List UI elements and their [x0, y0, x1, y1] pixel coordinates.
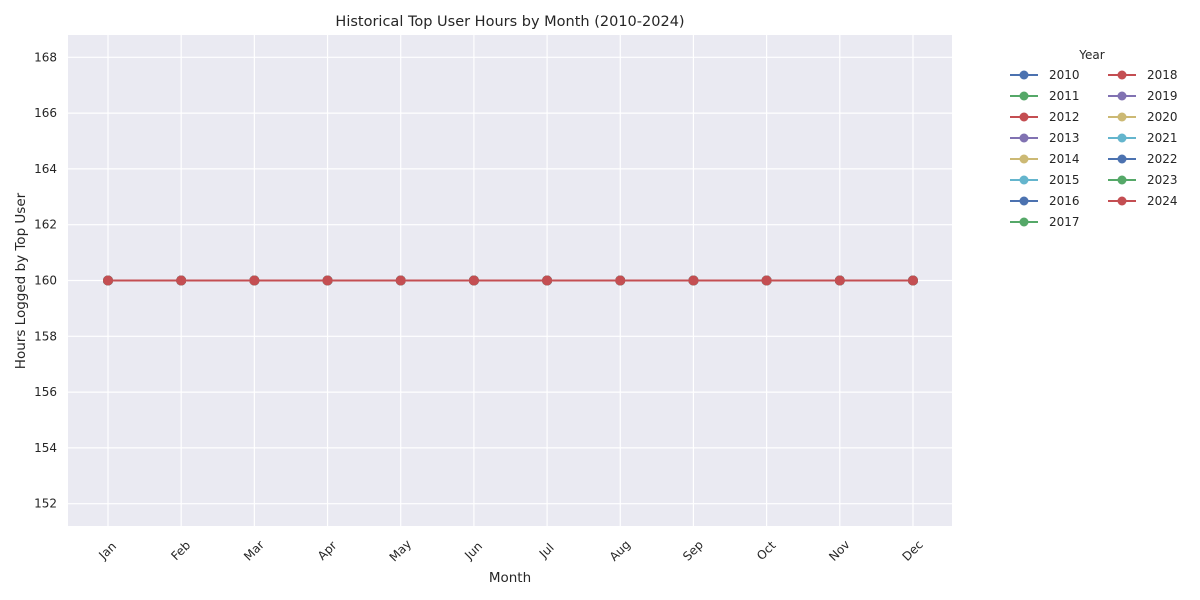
legend-marker — [1019, 175, 1029, 185]
data-point — [615, 275, 626, 286]
legend-marker — [1019, 91, 1029, 101]
y-tick-label: 166 — [34, 106, 57, 120]
legend-marker — [1019, 196, 1029, 206]
series-2024 — [103, 275, 918, 286]
legend-item-2010: 2010 — [1010, 68, 1080, 82]
legend-label: 2018 — [1147, 68, 1178, 82]
x-tick-label: Aug — [607, 537, 633, 563]
x-tick-label: Sep — [680, 538, 706, 564]
legend-item-2011: 2011 — [1010, 89, 1080, 103]
legend-label: 2022 — [1147, 152, 1178, 166]
legend-marker — [1117, 196, 1127, 206]
legend-marker — [1117, 91, 1127, 101]
data-point — [249, 275, 260, 286]
legend-item-2019: 2019 — [1108, 89, 1178, 103]
data-point — [395, 275, 406, 286]
series-lines — [103, 275, 918, 286]
y-tick-labels: 152 154 156 158 160 162 164 166 168 — [34, 50, 57, 510]
legend-marker — [1019, 154, 1029, 164]
legend-label: 2024 — [1147, 194, 1178, 208]
x-tick-label: Jun — [461, 539, 485, 563]
y-tick-label: 160 — [34, 274, 57, 288]
legend-item-2015: 2015 — [1010, 173, 1080, 187]
legend-marker — [1117, 154, 1127, 164]
legend-label: 2014 — [1049, 152, 1080, 166]
legend-item-2014: 2014 — [1010, 152, 1080, 166]
legend-label: 2013 — [1049, 131, 1080, 145]
legend-label: 2017 — [1049, 215, 1080, 229]
data-point — [176, 275, 187, 286]
legend-label: 2011 — [1049, 89, 1080, 103]
legend-label: 2023 — [1147, 173, 1178, 187]
data-point — [834, 275, 845, 286]
legend-label: 2012 — [1049, 110, 1080, 124]
legend-item-2012: 2012 — [1010, 110, 1080, 124]
legend-item-2021: 2021 — [1108, 131, 1178, 145]
y-tick-label: 164 — [34, 162, 57, 176]
y-axis-label: Hours Logged by Top User — [13, 192, 29, 369]
legend-label: 2020 — [1147, 110, 1178, 124]
data-point — [688, 275, 699, 286]
legend-label: 2016 — [1049, 194, 1080, 208]
y-tick-label: 154 — [34, 441, 57, 455]
legend-marker — [1019, 70, 1029, 80]
x-tick-label: Jul — [536, 541, 557, 562]
legend-item-2022: 2022 — [1108, 152, 1178, 166]
legend-title: Year — [1078, 48, 1104, 62]
data-point — [322, 275, 333, 286]
legend-marker — [1117, 133, 1127, 143]
data-point — [907, 275, 918, 286]
legend-label: 2015 — [1049, 173, 1080, 187]
legend: Year 2010 2011 2012 2013 2014 2015 2016 2017 201… — [1010, 48, 1178, 229]
x-tick-label: Jan — [95, 539, 119, 563]
x-tick-labels: Jan Feb Mar Apr May Jun Jul Aug Sep Oct Nov Dec — [95, 537, 925, 564]
legend-item-2017: 2017 — [1010, 215, 1080, 229]
y-tick-label: 158 — [34, 329, 57, 343]
legend-marker — [1117, 112, 1127, 122]
x-tick-label: May — [387, 537, 414, 564]
legend-marker — [1019, 112, 1029, 122]
y-tick-label: 156 — [34, 385, 57, 399]
x-tick-label: Apr — [315, 538, 340, 563]
chart-title: Historical Top User Hours by Month (2010… — [335, 14, 684, 30]
legend-label: 2010 — [1049, 68, 1080, 82]
x-axis-label: Month — [489, 570, 531, 586]
legend-marker — [1117, 70, 1127, 80]
data-point — [468, 275, 479, 286]
legend-item-2023: 2023 — [1108, 173, 1178, 187]
legend-marker — [1117, 175, 1127, 185]
x-tick-label: Dec — [899, 537, 925, 563]
y-tick-label: 152 — [34, 497, 57, 511]
x-tick-label: Mar — [241, 538, 267, 564]
legend-marker — [1019, 217, 1029, 227]
legend-item-2016: 2016 — [1010, 194, 1080, 208]
legend-item-2018: 2018 — [1108, 68, 1178, 82]
legend-marker — [1019, 133, 1029, 143]
data-point — [542, 275, 553, 286]
legend-item-2020: 2020 — [1108, 110, 1178, 124]
legend-item-2024: 2024 — [1108, 194, 1178, 208]
data-point — [761, 275, 772, 286]
legend-label: 2019 — [1147, 89, 1178, 103]
legend-item-2013: 2013 — [1010, 131, 1080, 145]
x-tick-label: Nov — [826, 537, 852, 563]
data-point — [103, 275, 113, 286]
y-tick-label: 162 — [34, 218, 57, 232]
x-tick-label: Feb — [168, 538, 193, 563]
x-tick-label: Oct — [754, 538, 779, 563]
legend-label: 2021 — [1147, 131, 1178, 145]
y-tick-label: 168 — [34, 50, 57, 64]
